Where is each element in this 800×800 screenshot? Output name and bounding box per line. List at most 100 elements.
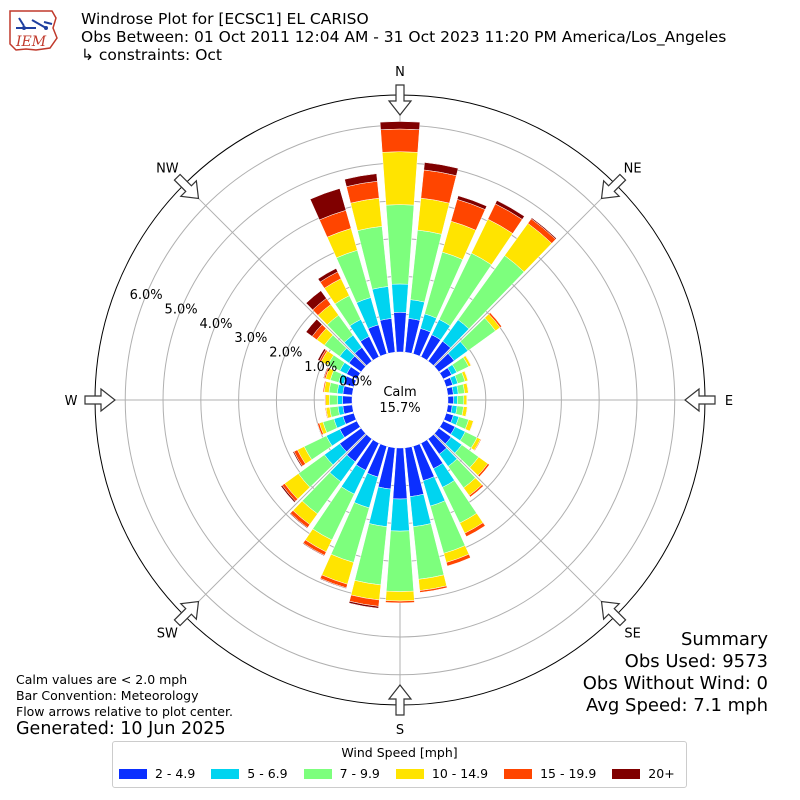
bar-dir-90-bin-1	[453, 395, 458, 405]
legend-swatch-0	[119, 768, 147, 779]
bar-dir-10-bin-5	[423, 162, 459, 176]
bar-dir-350-bin-5	[344, 173, 378, 187]
bar-dir-270-bin-0	[342, 395, 353, 405]
bar-dir-160-bin-4	[445, 553, 471, 567]
radial-tick-label-2: 2.0%	[269, 346, 302, 361]
bar-dir-0-bin-4	[380, 128, 420, 153]
logo-text: IEM	[15, 34, 47, 50]
legend-swatch-1	[211, 768, 240, 779]
chart-title: Windrose Plot for [ECSC1] EL CARISO	[81, 10, 369, 28]
compass-label-n: N	[395, 65, 405, 80]
radial-tick-label-1: 1.0%	[304, 360, 337, 375]
compass-label-w: W	[65, 394, 78, 409]
legend-label-0: 2 - 4.9	[155, 766, 196, 781]
radial-tick-label-6: 6.0%	[130, 288, 163, 303]
bar-dir-260-bin-4	[324, 407, 329, 419]
bar-dir-170-bin-1	[409, 493, 432, 527]
flow-arrow-sw	[173, 600, 200, 627]
bar-dir-0-bin-2	[385, 204, 415, 285]
legend-label-2: 7 - 9.9	[339, 766, 380, 781]
flow-arrows-note: Flow arrows relative to plot center.	[16, 704, 233, 719]
bar-dir-10-bin-3	[417, 197, 450, 235]
bar-dir-180-bin-0	[392, 447, 408, 500]
bar-dir-290-bin-5	[322, 367, 329, 379]
bar-dir-210-bin-5	[302, 542, 325, 557]
grid-spoke-se	[433, 433, 617, 617]
legend-title: Wind Speed [mph]	[341, 745, 458, 760]
bar-dir-270-bin-3	[325, 394, 330, 406]
bar-dir-220-bin-5	[289, 512, 308, 529]
compass-label-se: SE	[624, 627, 640, 642]
bar-dir-0-bin-3	[381, 151, 419, 206]
summary-avg-speed: Avg Speed: 7.1 mph	[586, 695, 768, 716]
bar-dir-320-bin-5	[305, 290, 327, 311]
flow-arrow-se	[600, 600, 627, 627]
bar-dir-140-bin-4	[468, 484, 484, 498]
compass-label-ne: NE	[624, 161, 642, 176]
constraints-label: ↳ constraints: Oct	[81, 46, 222, 64]
bar-dir-80-bin-4	[466, 382, 470, 394]
bar-dir-250-bin-4	[317, 422, 324, 436]
compass-label-nw: NW	[156, 161, 179, 176]
bar-dir-50-bin-4	[488, 312, 502, 328]
bar-dir-280-bin-4	[322, 380, 327, 393]
bar-dir-30-bin-5	[494, 200, 525, 220]
bar-dir-110-bin-4	[469, 420, 475, 432]
legend-label-3: 10 - 14.9	[431, 766, 489, 781]
bar-dir-240-bin-5	[292, 451, 303, 468]
legend-item-5: 20+	[612, 766, 675, 781]
compass-label-s: S	[396, 723, 404, 738]
calm-center: Calm 15.7%	[352, 352, 448, 448]
bar-dir-0-bin-1	[391, 283, 409, 313]
bar-dir-90-bin-4	[466, 394, 468, 406]
compass-labels: N NE E SE S SW W NW	[65, 65, 734, 738]
iem-logo: IEM	[9, 10, 58, 51]
bar-dir-70-bin-4	[464, 370, 469, 381]
bar-dir-180-bin-4	[385, 600, 415, 604]
bar-dir-100-bin-4	[465, 406, 468, 417]
legend-swatch-3	[395, 768, 424, 779]
legend-item-0: 2 - 4.9	[119, 766, 195, 781]
bar-dir-350-bin-3	[350, 197, 383, 231]
bar-dir-0-bin-5	[379, 121, 421, 130]
radial-tick-label-5: 5.0%	[165, 302, 198, 317]
bar-dir-260-bin-0	[342, 404, 354, 415]
bar-dir-270-bin-1	[337, 395, 343, 405]
flow-arrow-ne	[600, 173, 627, 200]
legend-swatch-2	[303, 768, 332, 779]
summary-obs-without-wind: Obs Without Wind: 0	[582, 673, 768, 694]
radial-tick-label-4: 4.0%	[199, 317, 232, 332]
legend-label-4: 15 - 19.9	[540, 766, 597, 781]
bar-dir-150-bin-4	[464, 522, 486, 538]
legend-item-3: 10 - 14.9	[395, 766, 489, 781]
summary-heading: Summary	[681, 629, 768, 650]
bar-dir-20-bin-5	[456, 195, 488, 210]
flow-arrow-e	[684, 387, 716, 413]
legend-item-4: 15 - 19.9	[504, 766, 596, 781]
bar-dir-180-bin-2	[386, 530, 414, 592]
observation-period: Obs Between: 01 Oct 2011 12:04 AM - 31 O…	[81, 28, 727, 46]
legend: Wind Speed [mph] 2 - 4.9 5 - 6.9 7 - 9.9 10…	[112, 741, 687, 788]
bar-dir-310-bin-5	[305, 318, 323, 337]
bar-dir-340-bin-5	[309, 188, 347, 221]
summary-obs-used: Obs Used: 9573	[624, 651, 768, 672]
legend-item-2: 7 - 9.9	[303, 766, 380, 781]
legend-label-1: 5 - 6.9	[247, 766, 288, 781]
bar-dir-270-bin-2	[329, 394, 339, 406]
calm-note: Calm values are < 2.0 mph	[16, 672, 188, 687]
legend-label-5: 20+	[648, 766, 675, 781]
bar-dir-190-bin-5	[348, 600, 379, 609]
bar-dir-180-bin-1	[390, 498, 410, 532]
bar-dir-0-bin-0	[393, 312, 407, 353]
bar-dir-230-bin-5	[280, 484, 296, 503]
grid-spoke-sw	[183, 433, 367, 617]
radial-tick-label-0: 0.0%	[339, 375, 372, 390]
bar-dir-90-bin-3	[463, 394, 468, 406]
compass-label-e: E	[725, 394, 733, 409]
legend-swatch-5	[612, 768, 641, 779]
legend-items: 2 - 4.9 5 - 6.9 7 - 9.9 10 - 14.9 15 - 19.9 2…	[119, 766, 686, 781]
windrose-bars	[280, 121, 557, 609]
legend-swatch-4	[504, 768, 533, 779]
grid-spoke-ne	[433, 183, 617, 367]
